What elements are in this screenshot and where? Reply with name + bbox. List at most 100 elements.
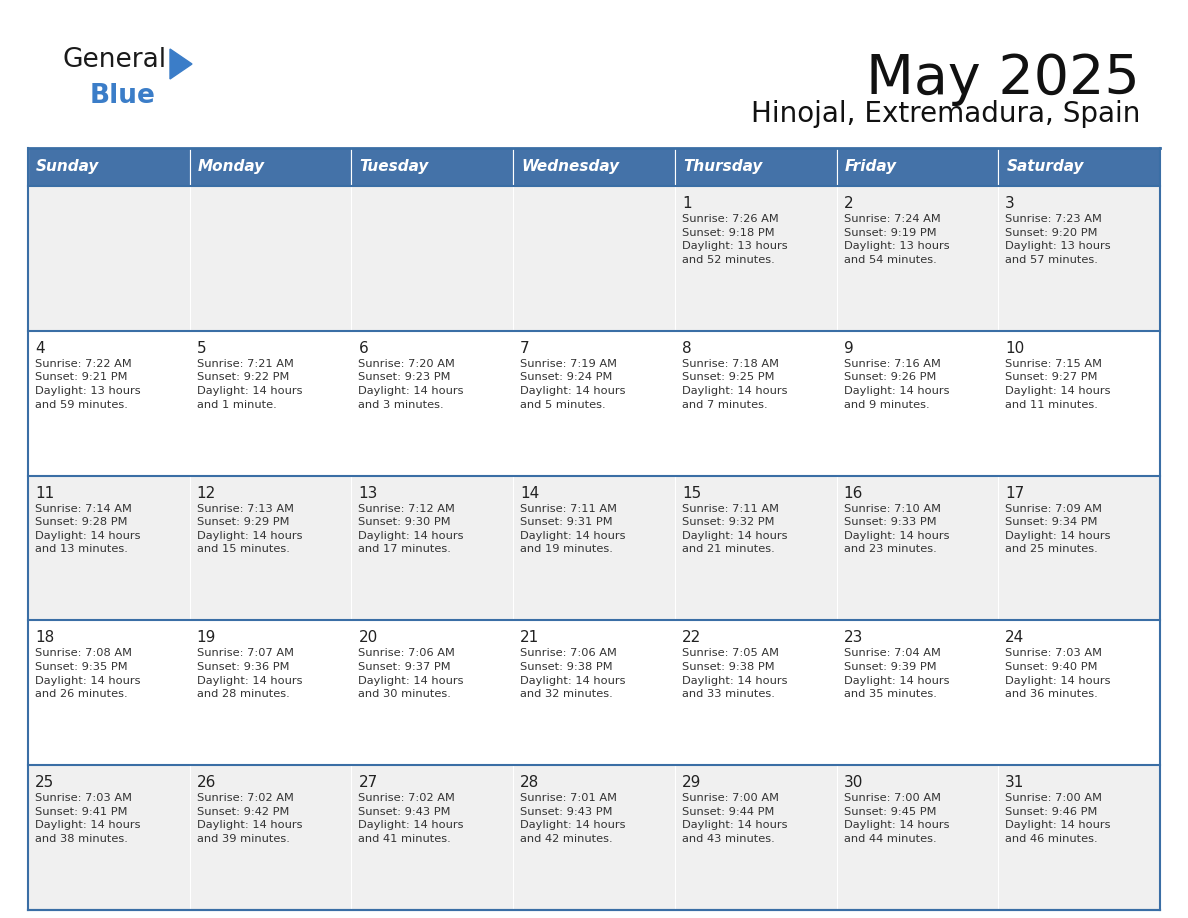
Bar (352, 476, 513, 621)
Text: Sunrise: 7:12 AM
Sunset: 9:30 PM
Daylight: 14 hours
and 17 minutes.: Sunrise: 7:12 AM Sunset: 9:30 PM Dayligh… (359, 504, 465, 554)
Text: Hinojal, Extremadura, Spain: Hinojal, Extremadura, Spain (751, 100, 1140, 128)
Text: 17: 17 (1005, 486, 1024, 500)
Text: Sunrise: 7:14 AM
Sunset: 9:28 PM
Daylight: 14 hours
and 13 minutes.: Sunrise: 7:14 AM Sunset: 9:28 PM Dayligh… (34, 504, 140, 554)
Text: Sunrise: 7:23 AM
Sunset: 9:20 PM
Daylight: 13 hours
and 57 minutes.: Sunrise: 7:23 AM Sunset: 9:20 PM Dayligh… (1005, 214, 1111, 264)
Text: Monday: Monday (197, 160, 265, 174)
Bar (513, 621, 675, 766)
Text: Sunrise: 7:09 AM
Sunset: 9:34 PM
Daylight: 14 hours
and 25 minutes.: Sunrise: 7:09 AM Sunset: 9:34 PM Dayligh… (1005, 504, 1111, 554)
Text: Sunrise: 7:03 AM
Sunset: 9:40 PM
Daylight: 14 hours
and 36 minutes.: Sunrise: 7:03 AM Sunset: 9:40 PM Dayligh… (1005, 648, 1111, 700)
Text: Sunrise: 7:03 AM
Sunset: 9:41 PM
Daylight: 14 hours
and 38 minutes.: Sunrise: 7:03 AM Sunset: 9:41 PM Dayligh… (34, 793, 140, 844)
Bar (29, 186, 190, 330)
Text: Sunrise: 7:11 AM
Sunset: 9:31 PM
Daylight: 14 hours
and 19 minutes.: Sunrise: 7:11 AM Sunset: 9:31 PM Dayligh… (520, 504, 626, 554)
Bar (836, 621, 998, 766)
Text: 24: 24 (1005, 631, 1024, 645)
Text: Tuesday: Tuesday (360, 160, 429, 174)
Bar (836, 766, 998, 910)
Text: 26: 26 (197, 775, 216, 790)
Text: 9: 9 (843, 341, 853, 356)
Text: 10: 10 (1005, 341, 1024, 356)
Text: Sunrise: 7:01 AM
Sunset: 9:43 PM
Daylight: 14 hours
and 42 minutes.: Sunrise: 7:01 AM Sunset: 9:43 PM Dayligh… (520, 793, 626, 844)
Bar (675, 621, 836, 766)
Bar (513, 148, 675, 186)
Text: Blue: Blue (90, 83, 156, 109)
Text: 22: 22 (682, 631, 701, 645)
Bar (513, 186, 675, 330)
Text: 27: 27 (359, 775, 378, 790)
Text: Sunrise: 7:24 AM
Sunset: 9:19 PM
Daylight: 13 hours
and 54 minutes.: Sunrise: 7:24 AM Sunset: 9:19 PM Dayligh… (843, 214, 949, 264)
Bar (998, 766, 1159, 910)
Bar (998, 621, 1159, 766)
Bar (190, 330, 352, 476)
Text: 14: 14 (520, 486, 539, 500)
Text: 16: 16 (843, 486, 862, 500)
Bar (190, 766, 352, 910)
Text: 21: 21 (520, 631, 539, 645)
Text: Sunday: Sunday (36, 160, 100, 174)
Text: 28: 28 (520, 775, 539, 790)
Bar (29, 766, 190, 910)
Bar (190, 148, 352, 186)
Text: 30: 30 (843, 775, 862, 790)
Text: 1: 1 (682, 196, 691, 211)
Bar (29, 148, 190, 186)
Bar (29, 476, 190, 621)
Text: 15: 15 (682, 486, 701, 500)
Bar (29, 621, 190, 766)
Text: Sunrise: 7:02 AM
Sunset: 9:43 PM
Daylight: 14 hours
and 41 minutes.: Sunrise: 7:02 AM Sunset: 9:43 PM Dayligh… (359, 793, 465, 844)
Text: Sunrise: 7:16 AM
Sunset: 9:26 PM
Daylight: 14 hours
and 9 minutes.: Sunrise: 7:16 AM Sunset: 9:26 PM Dayligh… (843, 359, 949, 409)
Bar (675, 186, 836, 330)
Text: Friday: Friday (845, 160, 897, 174)
Bar (352, 621, 513, 766)
Text: Sunrise: 7:10 AM
Sunset: 9:33 PM
Daylight: 14 hours
and 23 minutes.: Sunrise: 7:10 AM Sunset: 9:33 PM Dayligh… (843, 504, 949, 554)
Text: Sunrise: 7:05 AM
Sunset: 9:38 PM
Daylight: 14 hours
and 33 minutes.: Sunrise: 7:05 AM Sunset: 9:38 PM Dayligh… (682, 648, 788, 700)
Bar (513, 476, 675, 621)
Bar (352, 766, 513, 910)
Text: Sunrise: 7:04 AM
Sunset: 9:39 PM
Daylight: 14 hours
and 35 minutes.: Sunrise: 7:04 AM Sunset: 9:39 PM Dayligh… (843, 648, 949, 700)
Text: Saturday: Saturday (1006, 160, 1083, 174)
Bar (29, 330, 190, 476)
Bar (675, 476, 836, 621)
Text: Sunrise: 7:00 AM
Sunset: 9:44 PM
Daylight: 14 hours
and 43 minutes.: Sunrise: 7:00 AM Sunset: 9:44 PM Dayligh… (682, 793, 788, 844)
Bar (998, 148, 1159, 186)
Bar (998, 186, 1159, 330)
Text: 8: 8 (682, 341, 691, 356)
Bar (190, 476, 352, 621)
Bar (998, 476, 1159, 621)
Text: 31: 31 (1005, 775, 1025, 790)
Text: May 2025: May 2025 (866, 52, 1140, 106)
Text: Sunrise: 7:15 AM
Sunset: 9:27 PM
Daylight: 14 hours
and 11 minutes.: Sunrise: 7:15 AM Sunset: 9:27 PM Dayligh… (1005, 359, 1111, 409)
Bar (836, 330, 998, 476)
Text: 3: 3 (1005, 196, 1015, 211)
Bar (675, 148, 836, 186)
Text: 5: 5 (197, 341, 207, 356)
Text: 6: 6 (359, 341, 368, 356)
Text: Sunrise: 7:07 AM
Sunset: 9:36 PM
Daylight: 14 hours
and 28 minutes.: Sunrise: 7:07 AM Sunset: 9:36 PM Dayligh… (197, 648, 302, 700)
Text: Sunrise: 7:06 AM
Sunset: 9:38 PM
Daylight: 14 hours
and 32 minutes.: Sunrise: 7:06 AM Sunset: 9:38 PM Dayligh… (520, 648, 626, 700)
Bar (190, 186, 352, 330)
Text: 4: 4 (34, 341, 45, 356)
Text: 2: 2 (843, 196, 853, 211)
Text: Sunrise: 7:21 AM
Sunset: 9:22 PM
Daylight: 14 hours
and 1 minute.: Sunrise: 7:21 AM Sunset: 9:22 PM Dayligh… (197, 359, 302, 409)
Text: General: General (62, 47, 166, 73)
Text: 7: 7 (520, 341, 530, 356)
Text: Sunrise: 7:06 AM
Sunset: 9:37 PM
Daylight: 14 hours
and 30 minutes.: Sunrise: 7:06 AM Sunset: 9:37 PM Dayligh… (359, 648, 465, 700)
Text: 11: 11 (34, 486, 55, 500)
Text: Sunrise: 7:22 AM
Sunset: 9:21 PM
Daylight: 13 hours
and 59 minutes.: Sunrise: 7:22 AM Sunset: 9:21 PM Dayligh… (34, 359, 140, 409)
Text: 23: 23 (843, 631, 862, 645)
Text: Sunrise: 7:11 AM
Sunset: 9:32 PM
Daylight: 14 hours
and 21 minutes.: Sunrise: 7:11 AM Sunset: 9:32 PM Dayligh… (682, 504, 788, 554)
Text: Sunrise: 7:00 AM
Sunset: 9:45 PM
Daylight: 14 hours
and 44 minutes.: Sunrise: 7:00 AM Sunset: 9:45 PM Dayligh… (843, 793, 949, 844)
Text: Sunrise: 7:18 AM
Sunset: 9:25 PM
Daylight: 14 hours
and 7 minutes.: Sunrise: 7:18 AM Sunset: 9:25 PM Dayligh… (682, 359, 788, 409)
Text: Sunrise: 7:13 AM
Sunset: 9:29 PM
Daylight: 14 hours
and 15 minutes.: Sunrise: 7:13 AM Sunset: 9:29 PM Dayligh… (197, 504, 302, 554)
Bar (513, 330, 675, 476)
Bar (675, 766, 836, 910)
Text: 19: 19 (197, 631, 216, 645)
Text: Sunrise: 7:19 AM
Sunset: 9:24 PM
Daylight: 14 hours
and 5 minutes.: Sunrise: 7:19 AM Sunset: 9:24 PM Dayligh… (520, 359, 626, 409)
Text: Sunrise: 7:00 AM
Sunset: 9:46 PM
Daylight: 14 hours
and 46 minutes.: Sunrise: 7:00 AM Sunset: 9:46 PM Dayligh… (1005, 793, 1111, 844)
Bar (352, 148, 513, 186)
Text: Sunrise: 7:26 AM
Sunset: 9:18 PM
Daylight: 13 hours
and 52 minutes.: Sunrise: 7:26 AM Sunset: 9:18 PM Dayligh… (682, 214, 788, 264)
Text: Wednesday: Wednesday (522, 160, 619, 174)
Bar (836, 476, 998, 621)
Text: 18: 18 (34, 631, 55, 645)
Bar (836, 186, 998, 330)
Text: 13: 13 (359, 486, 378, 500)
